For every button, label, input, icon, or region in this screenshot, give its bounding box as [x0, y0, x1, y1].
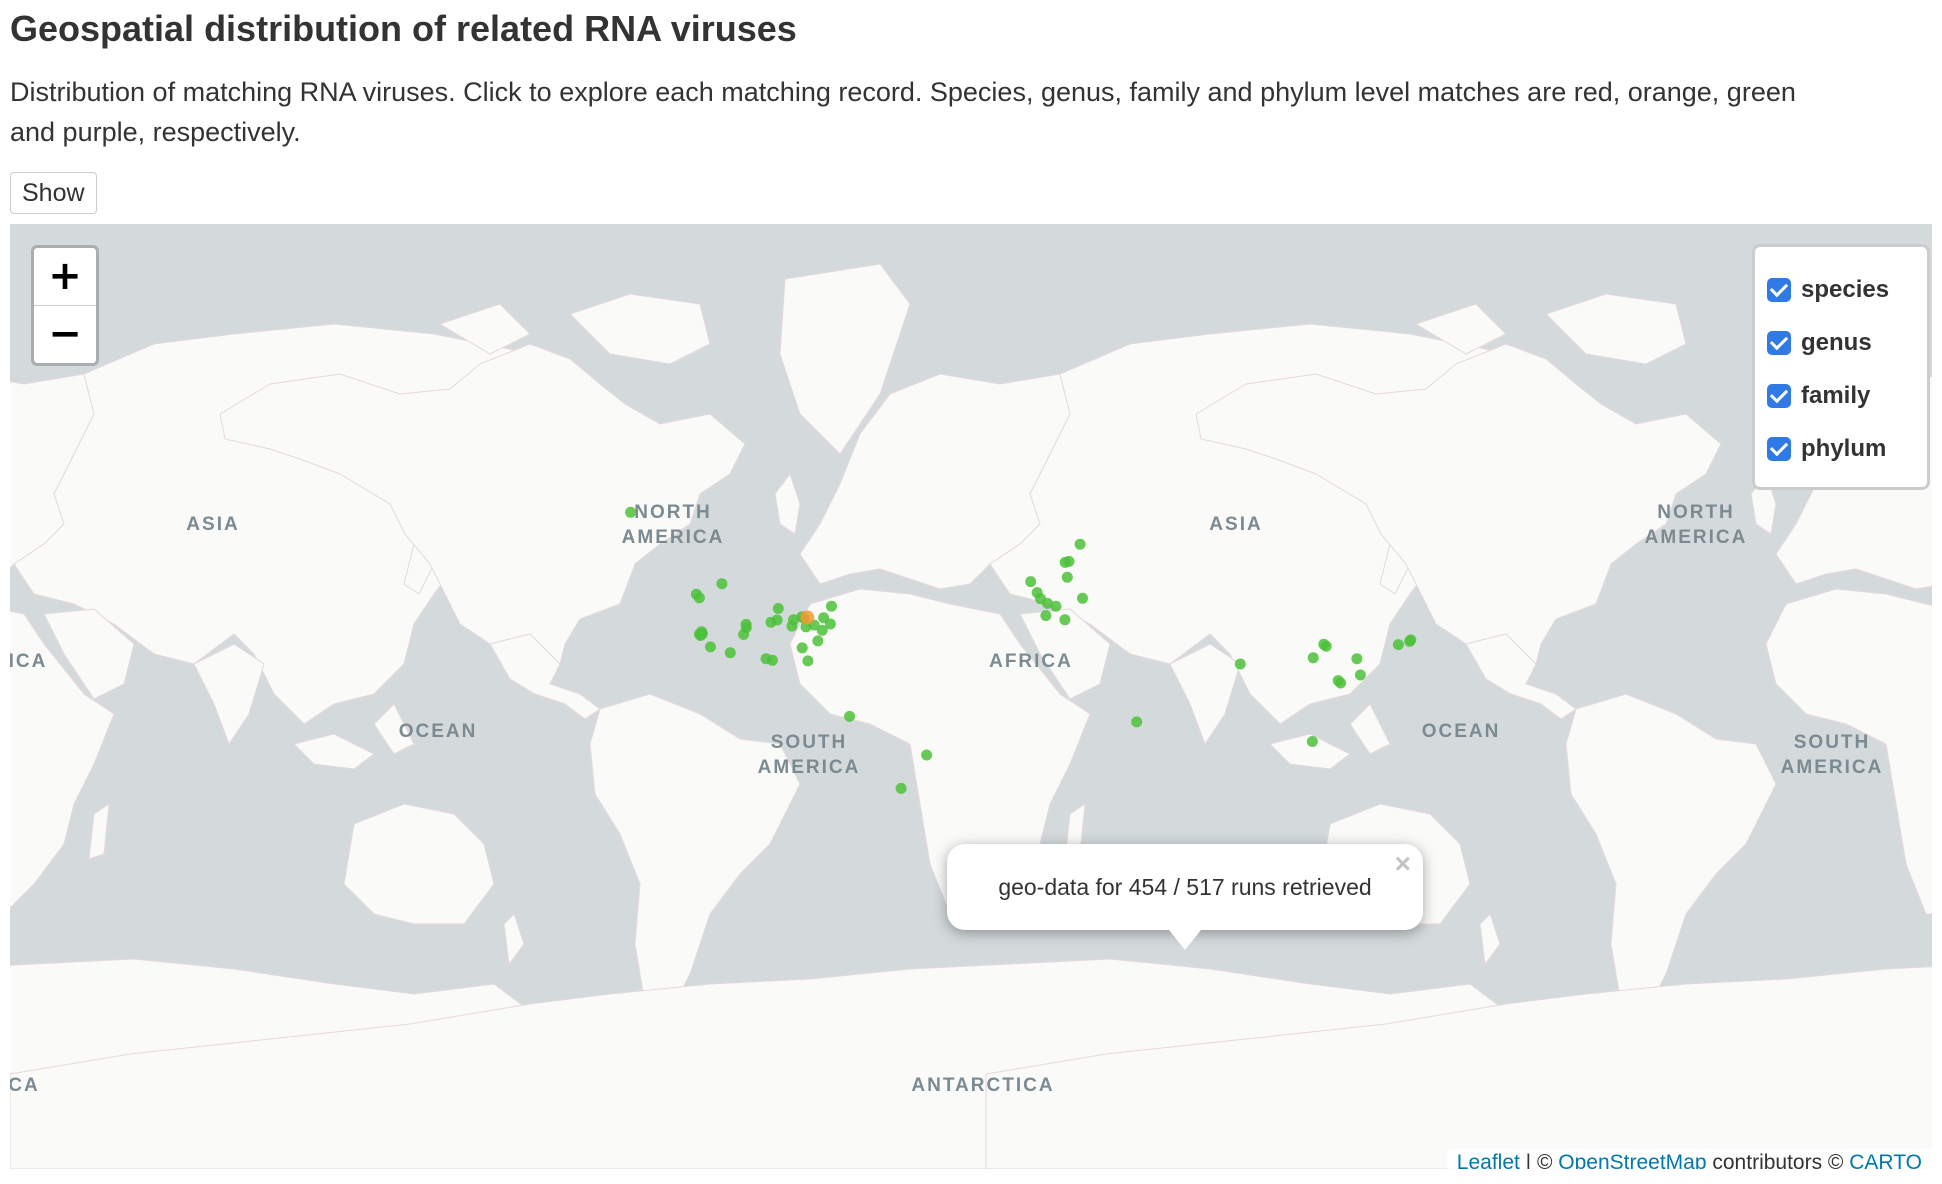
family-marker[interactable] [1131, 716, 1143, 728]
layer-label-phylum: phylum [1801, 434, 1887, 462]
family-marker[interactable] [1405, 634, 1417, 646]
family-marker[interactable] [796, 642, 808, 654]
family-marker[interactable] [844, 710, 856, 722]
family-marker[interactable] [1059, 614, 1071, 626]
family-marker[interactable] [1354, 669, 1366, 681]
family-marker[interactable] [1040, 610, 1052, 622]
family-marker[interactable] [1042, 597, 1053, 609]
info-popup: geo-data for 454 / 517 runs retrieved × [947, 844, 1423, 950]
family-marker[interactable] [895, 782, 907, 794]
layer-label-genus: genus [1801, 328, 1872, 356]
layer-label-species: species [1801, 275, 1890, 303]
family-marker[interactable] [786, 620, 798, 632]
family-marker[interactable] [1063, 555, 1075, 567]
attribution-contrib: contributors © [1706, 1151, 1850, 1169]
map-attribution: Leaflet | © OpenStreetMap contributors ©… [1446, 1149, 1932, 1169]
osm-link[interactable]: OpenStreetMap [1558, 1151, 1707, 1169]
family-marker[interactable] [1307, 652, 1319, 664]
label-africa: AFRICA [989, 651, 1073, 672]
checkbox-phylum[interactable] [1767, 436, 1791, 461]
popup-tip [1169, 930, 1201, 950]
family-marker[interactable] [1392, 639, 1404, 651]
family-marker[interactable] [1077, 592, 1088, 604]
family-marker[interactable] [1318, 638, 1330, 650]
page-description: Distribution of matching RNA viruses. Cl… [10, 77, 1796, 147]
family-marker[interactable] [696, 628, 708, 640]
layer-phylum[interactable]: phylum [1767, 422, 1917, 475]
family-marker[interactable] [772, 603, 784, 614]
family-marker[interactable] [1061, 571, 1073, 583]
label-asia-left: ASIA [186, 514, 239, 535]
carto-link[interactable]: CARTO [1849, 1151, 1922, 1169]
label-north-america-1: NORTH [634, 502, 712, 523]
zoom-out-button[interactable]: − [34, 306, 96, 363]
family-marker[interactable] [812, 635, 824, 647]
layer-family[interactable]: family [1767, 369, 1917, 422]
label-south-america-2: AMERICA [758, 757, 861, 778]
label-ocean-right: OCEAN [1422, 721, 1501, 742]
checkbox-species[interactable] [1767, 277, 1791, 302]
label-south-america-1: SOUTH [771, 732, 848, 753]
page-title: Geospatial distribution of related RNA v… [10, 8, 797, 49]
family-marker[interactable] [1234, 658, 1246, 670]
family-marker[interactable] [818, 612, 830, 624]
layer-species[interactable]: species [1767, 263, 1917, 316]
label-asia: ASIA [1209, 514, 1262, 535]
genus-marker[interactable] [800, 610, 815, 625]
popup-text: geo-data for 454 / 517 runs retrieved [998, 874, 1372, 900]
family-marker[interactable] [724, 647, 736, 659]
family-marker[interactable] [625, 506, 637, 518]
world-map[interactable]: ASIA NORTH AMERICA ICA OCEAN SOUTH AMERI… [10, 224, 1932, 1169]
family-marker[interactable] [802, 655, 814, 667]
checkbox-family[interactable] [1767, 383, 1791, 408]
label-north-america-2: AMERICA [622, 527, 725, 548]
show-button[interactable]: Show [10, 172, 97, 214]
family-marker[interactable] [1335, 677, 1347, 689]
layer-control: species genus family phylum [1752, 244, 1930, 490]
family-marker[interactable] [716, 578, 728, 590]
label-ocean-left: OCEAN [399, 721, 478, 742]
label-ca-left: CA [10, 1075, 40, 1096]
family-marker[interactable] [1025, 576, 1037, 588]
family-marker[interactable] [816, 624, 828, 636]
family-marker[interactable] [1351, 653, 1363, 665]
zoom-control: + − [31, 245, 99, 366]
label-antarctica: ANTARCTICA [911, 1075, 1054, 1096]
layer-label-family: family [1801, 381, 1871, 409]
family-marker[interactable] [738, 629, 750, 640]
family-marker[interactable] [826, 600, 837, 612]
family-marker[interactable] [921, 749, 933, 761]
attribution-sep: | © [1519, 1151, 1559, 1169]
label-south-america-right-1: SOUTH [1794, 732, 1871, 753]
family-marker[interactable] [705, 641, 716, 653]
label-south-america-right-2: AMERICA [1781, 757, 1884, 778]
label-ica-left: ICA [10, 651, 47, 672]
label-north-america-right-1: NORTH [1657, 502, 1735, 523]
family-marker[interactable] [1074, 538, 1086, 550]
family-marker[interactable] [766, 654, 778, 666]
checkbox-genus[interactable] [1767, 330, 1791, 355]
family-marker[interactable] [740, 618, 752, 630]
family-marker[interactable] [771, 614, 783, 626]
leaflet-link[interactable]: Leaflet [1456, 1151, 1520, 1169]
family-marker[interactable] [693, 592, 705, 604]
family-marker[interactable] [1306, 736, 1318, 747]
family-marker[interactable] [1050, 600, 1062, 612]
layer-genus[interactable]: genus [1767, 316, 1917, 369]
label-north-america-right-2: AMERICA [1645, 527, 1748, 548]
popup-close-icon[interactable]: × [1394, 848, 1411, 879]
map-container[interactable]: ASIA NORTH AMERICA ICA OCEAN SOUTH AMERI… [10, 224, 1932, 1169]
zoom-in-button[interactable]: + [34, 248, 96, 306]
